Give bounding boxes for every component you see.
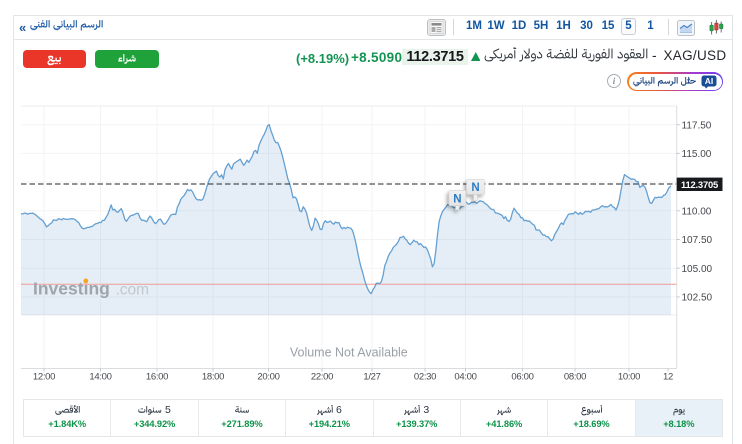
svg-text:105.00: 105.00 <box>682 264 713 275</box>
svg-text:107.50: 107.50 <box>682 235 713 246</box>
svg-text:102.50: 102.50 <box>682 293 713 304</box>
svg-text:1/27: 1/27 <box>363 372 380 383</box>
svg-text:110.00: 110.00 <box>682 207 712 218</box>
svg-text:AI: AI <box>705 76 714 86</box>
svg-text:06:00: 06:00 <box>511 372 533 383</box>
svg-text:10:00: 10:00 <box>618 372 640 383</box>
svg-text:112.3705: 112.3705 <box>681 179 718 190</box>
svg-text:22:00: 22:00 <box>311 372 333 383</box>
svg-text:14:00: 14:00 <box>89 372 111 383</box>
svg-text:115.00: 115.00 <box>682 149 712 160</box>
svg-text:12:00: 12:00 <box>33 372 55 383</box>
svg-text:04:00: 04:00 <box>454 372 476 383</box>
svg-text:N: N <box>453 193 461 205</box>
svg-text:.com: .com <box>116 282 150 299</box>
svg-text:02:30: 02:30 <box>414 372 436 383</box>
svg-text:Investing: Investing <box>33 279 110 299</box>
svg-text:16:00: 16:00 <box>146 372 168 383</box>
svg-text:12: 12 <box>663 372 673 383</box>
svg-text:N: N <box>471 182 479 194</box>
svg-text:117.50: 117.50 <box>682 120 712 131</box>
svg-text:08:00: 08:00 <box>564 372 586 383</box>
svg-text:Volume Not Available: Volume Not Available <box>290 346 408 360</box>
svg-text:20:00: 20:00 <box>257 372 279 383</box>
svg-text:18:00: 18:00 <box>202 372 224 383</box>
